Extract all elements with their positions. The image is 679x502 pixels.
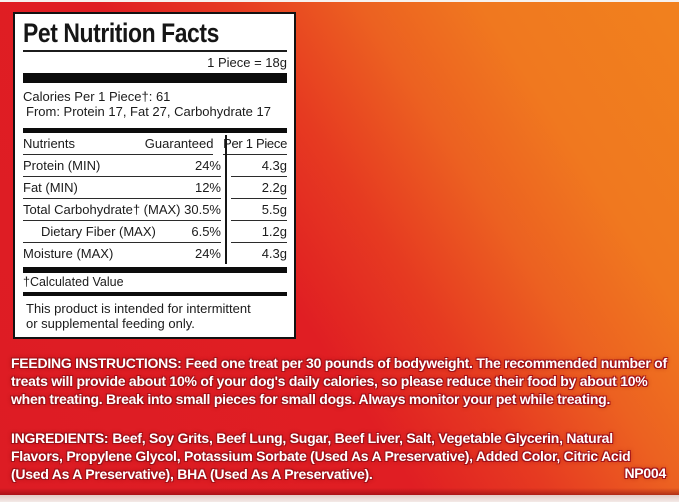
nutrient-name: Dietary Fiber (MAX) bbox=[41, 224, 156, 239]
table-row: Moisture (MAX) 24% 4.3g bbox=[23, 243, 287, 264]
feeding-instructions-heading: FEEDING INSTRUCTIONS: bbox=[11, 355, 182, 371]
per-piece-value: 2.2g bbox=[231, 177, 287, 199]
product-code: NP004 bbox=[624, 465, 666, 481]
divider-bar-footnote bbox=[23, 292, 287, 296]
divider-bar-medium bbox=[23, 128, 287, 133]
divider-bar-table-end bbox=[23, 267, 287, 273]
calories-block: Calories Per 1 Piece†: 61 From: Protein … bbox=[23, 89, 287, 119]
per-piece-value: 5.5g bbox=[231, 199, 287, 221]
nutrient-name: Protein (MIN) bbox=[23, 158, 101, 173]
guaranteed-value: 24% bbox=[194, 158, 221, 173]
header-per-piece: Per 1 Piece bbox=[223, 133, 287, 155]
per-piece-value: 4.3g bbox=[231, 155, 287, 177]
nutrient-name: Fat (MIN) bbox=[23, 180, 78, 195]
per-piece-value: 4.3g bbox=[261, 246, 287, 261]
serving-size: 1 Piece = 18g bbox=[207, 55, 287, 70]
guaranteed-value: 24% bbox=[194, 246, 221, 261]
column-divider-line bbox=[225, 135, 227, 264]
table-row: Total Carbohydrate† (MAX) 30.5% 5.5g bbox=[23, 199, 287, 221]
table-row: Fat (MIN) 12% 2.2g bbox=[23, 177, 287, 199]
nutrients-table: Nutrients Guaranteed Per 1 Piece Protein… bbox=[23, 133, 287, 264]
panel-title: Pet Nutrition Facts bbox=[23, 18, 219, 48]
feeding-instructions: FEEDING INSTRUCTIONS: Feed one treat per … bbox=[11, 354, 668, 408]
guaranteed-value: 6.5% bbox=[191, 224, 221, 239]
nutrition-facts-panel: Pet Nutrition Facts 1 Piece = 18g Calori… bbox=[13, 12, 296, 339]
feeding-instructions-body: Feed one treat per 30 pounds of bodyweig… bbox=[11, 355, 667, 407]
table-row: Protein (MIN) 24% 4.3g bbox=[23, 155, 287, 177]
ingredients-heading: INGREDIENTS: bbox=[11, 430, 109, 446]
header-guaranteed: Guaranteed bbox=[144, 136, 214, 151]
per-piece-value: 1.2g bbox=[231, 221, 287, 243]
calculated-value-footnote: †Calculated Value bbox=[23, 275, 124, 289]
guaranteed-value: 12% bbox=[194, 180, 221, 195]
nutrient-name: Moisture (MAX) bbox=[23, 246, 114, 261]
guaranteed-value: 30.5% bbox=[184, 202, 221, 217]
top-edge-strip bbox=[0, 0, 679, 2]
intermittent-feeding-statement: This product is intended for intermitten… bbox=[26, 301, 251, 331]
bottom-shadow-band bbox=[0, 488, 679, 495]
divider-bar-top bbox=[23, 73, 287, 83]
nutrient-name: Total Carbohydrate† (MAX) bbox=[23, 202, 181, 217]
ingredients-body: Beef, Soy Grits, Beef Lung, Sugar, Beef … bbox=[11, 430, 631, 482]
table-header-row: Nutrients Guaranteed Per 1 Piece bbox=[23, 133, 287, 155]
title-rule bbox=[23, 50, 287, 52]
table-row: Dietary Fiber (MAX) 6.5% 1.2g bbox=[23, 221, 287, 243]
ingredients-section: INGREDIENTS: Beef, Soy Grits, Beef Lung, … bbox=[11, 429, 668, 483]
calories-from-line: From: Protein 17, Fat 27, Carbohydrate 1… bbox=[26, 104, 271, 119]
header-nutrients: Nutrients bbox=[23, 136, 76, 151]
calories-line: Calories Per 1 Piece†: 61 bbox=[23, 89, 171, 104]
bottom-edge-strip bbox=[0, 495, 679, 502]
